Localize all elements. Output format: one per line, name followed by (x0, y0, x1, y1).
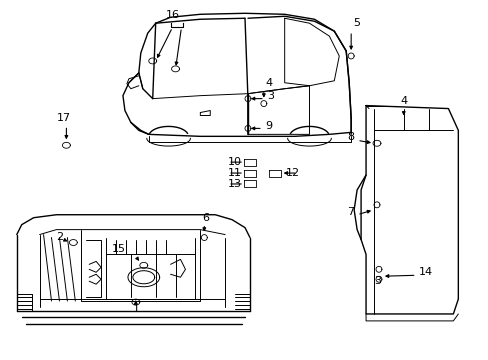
Text: 6: 6 (202, 213, 209, 223)
Text: 12: 12 (285, 168, 299, 178)
Text: 3: 3 (266, 91, 273, 101)
Text: 5: 5 (352, 18, 360, 28)
Text: 14: 14 (418, 267, 432, 277)
Text: 13: 13 (228, 179, 242, 189)
Text: 4: 4 (265, 78, 272, 88)
Text: 16: 16 (165, 10, 179, 20)
Text: 3: 3 (373, 276, 380, 286)
Text: 10: 10 (228, 157, 242, 167)
Text: 1: 1 (132, 304, 139, 314)
Text: 17: 17 (56, 113, 70, 123)
Text: 4: 4 (399, 96, 407, 105)
Text: 8: 8 (346, 132, 354, 142)
Text: 2: 2 (56, 231, 63, 242)
Text: 7: 7 (346, 207, 354, 217)
Text: 11: 11 (228, 168, 242, 178)
Text: 9: 9 (264, 121, 271, 131)
Text: 15: 15 (112, 244, 126, 255)
